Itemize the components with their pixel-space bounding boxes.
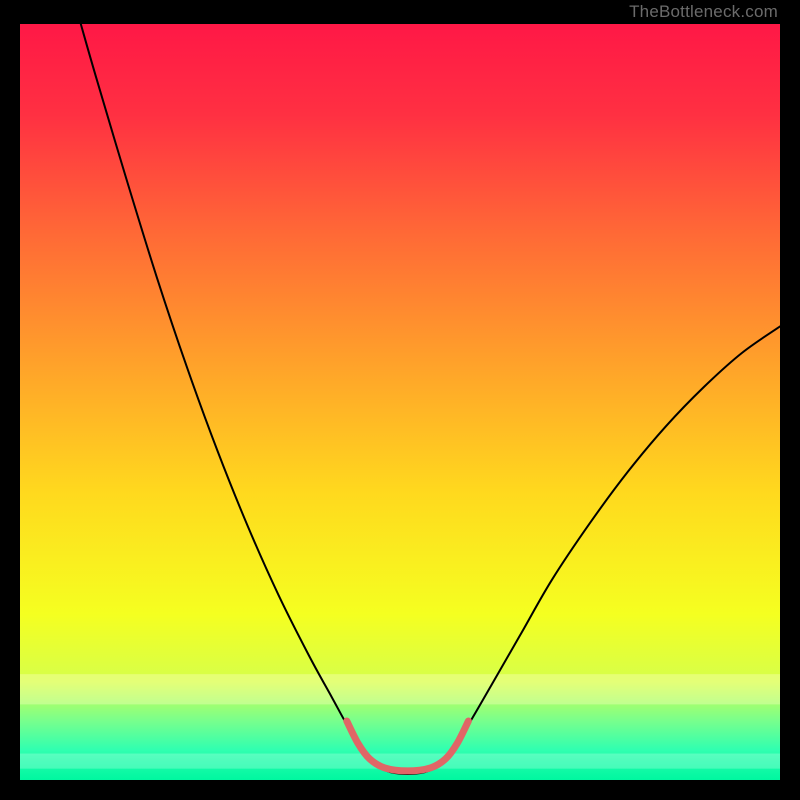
plot-area: [20, 24, 780, 780]
gradient-background: [20, 24, 780, 780]
plot-svg: [20, 24, 780, 780]
watermark-text: TheBottleneck.com: [629, 2, 778, 22]
chart-frame: TheBottleneck.com: [0, 0, 800, 800]
